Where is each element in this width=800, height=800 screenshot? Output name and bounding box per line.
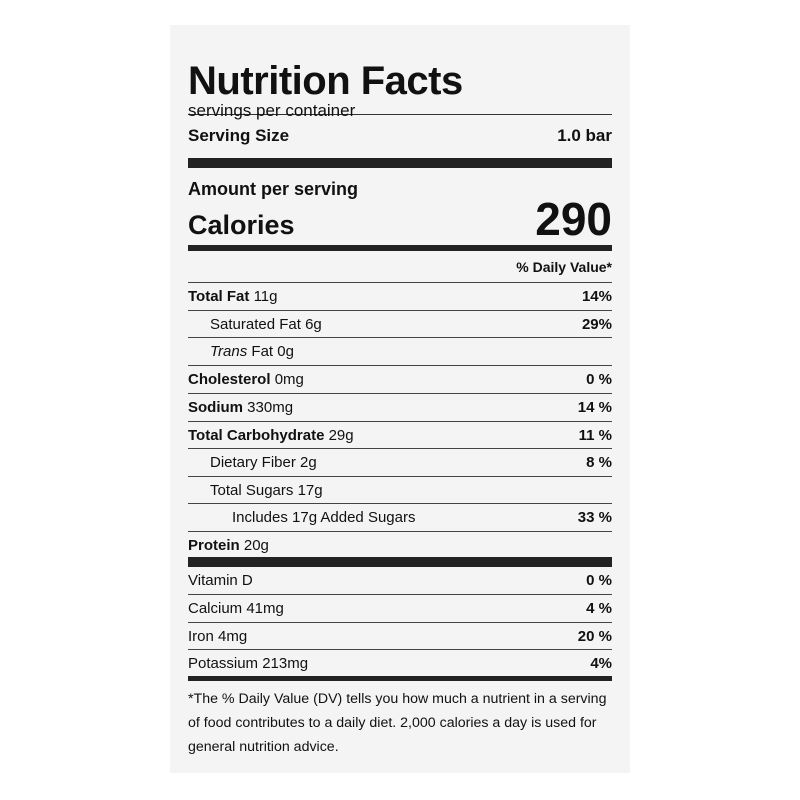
serving-size-row: Serving Size 1.0 bar (188, 125, 612, 147)
title-divider (188, 114, 612, 115)
nutrient-amount: 29g (328, 426, 354, 444)
nutrient-row-sodium: Sodium 330mg 14 % (188, 393, 612, 420)
nutrient-row-protein: Protein 20g (188, 531, 612, 558)
vitamin-row-iron: Iron 4mg 20 % (188, 622, 612, 649)
vitamin-dv: 4% (590, 654, 612, 672)
thick-divider-footnote (188, 676, 612, 681)
vitamin-row-vitamin-d: Vitamin D 0 % (188, 567, 612, 594)
nutrient-row-cholesterol: Cholesterol 0mg 0 % (188, 365, 612, 392)
label-title: Nutrition Facts (188, 59, 463, 103)
thick-divider-calories (188, 245, 612, 251)
nutrient-name: Sodium (188, 398, 243, 416)
nutrient-dv: 14% (581, 287, 612, 305)
nutrient-name: Fat (251, 342, 274, 360)
nutrient-row-total-sugars: Total Sugars 17g (188, 476, 612, 503)
thick-divider-vitamins (188, 557, 612, 567)
vitamin-dv: 0 % (586, 572, 612, 589)
nutrient-name: Total Carbohydrate (188, 426, 325, 444)
amount-per-serving: Amount per serving (188, 179, 359, 199)
nutrient-dv: 14 % (577, 398, 612, 416)
nutrient-dv: 8 % (586, 453, 612, 471)
calories-value: 290 (535, 193, 612, 245)
nutrient-amount: 0g (277, 342, 294, 360)
nutrient-row-added-sugars: Includes 17g Added Sugars 33 % (188, 503, 612, 530)
nutrient-row-total-carbohydrate: Total Carbohydrate 29g 11 % (188, 421, 612, 448)
serving-size-value: 1.0 bar (557, 126, 612, 145)
nutrient-amount: 17g (297, 481, 323, 499)
nutrient-amount: 11g (253, 287, 278, 305)
vitamin-dv: 20 % (577, 627, 612, 645)
calories-label: Calories (188, 210, 295, 240)
nutrient-amount: 6g (305, 315, 322, 333)
vitamin-dv: 4 % (586, 599, 612, 617)
daily-value-header: % Daily Value* (516, 259, 612, 275)
nutrient-name: Includes 17g Added Sugars (232, 508, 416, 526)
nutrient-row-dietary-fiber: Dietary Fiber 2g 8 % (188, 448, 612, 475)
vitamin-name: Calcium 41mg (188, 599, 284, 617)
servings-per-container: servings per container (188, 101, 356, 120)
nutrient-name: Protein (188, 536, 240, 554)
nutrient-row-trans-fat: Trans Fat 0g (188, 337, 612, 364)
vitamin-name: Potassium 213mg (188, 654, 309, 672)
nutrient-dv: 0 % (586, 370, 612, 388)
nutrient-amount: 20g (243, 536, 269, 554)
vitamin-row-calcium: Calcium 41mg 4 % (188, 594, 612, 621)
nutrient-name: Cholesterol (188, 370, 271, 388)
serving-size-label: Serving Size (188, 126, 290, 145)
nutrient-row-saturated-fat: Saturated Fat 6g 29% (188, 310, 612, 337)
nutrient-row-total-fat: Total Fat 11g 14% (188, 282, 612, 309)
nutrient-amount: 330mg (247, 398, 294, 416)
nutrient-name: Dietary Fiber (210, 453, 296, 471)
nutrient-amount: 0mg (274, 370, 304, 388)
nutrient-dv: 29% (581, 315, 612, 333)
nutrient-name: Total Sugars (210, 481, 294, 499)
nutrient-dv: 11 % (578, 426, 612, 444)
nutrient-dv: 33 % (577, 508, 612, 526)
vitamin-name: Iron 4mg (188, 627, 248, 645)
vitamin-row-potassium: Potassium 213mg 4% (188, 649, 612, 676)
nutrient-name: Total Fat (188, 287, 250, 305)
vitamin-name: Vitamin D (188, 572, 253, 589)
nutrient-name-italic: Trans (210, 342, 248, 360)
daily-value-footnote: *The % Daily Value (DV) tells you how mu… (188, 691, 607, 755)
thick-divider-top (188, 158, 612, 168)
nutrition-facts-panel: Nutrition Facts servings per container S… (170, 25, 630, 773)
nutrient-amount: 2g (300, 453, 317, 471)
nutrient-name: Saturated Fat (210, 315, 301, 333)
calories-row: Calories 290 (188, 193, 612, 245)
